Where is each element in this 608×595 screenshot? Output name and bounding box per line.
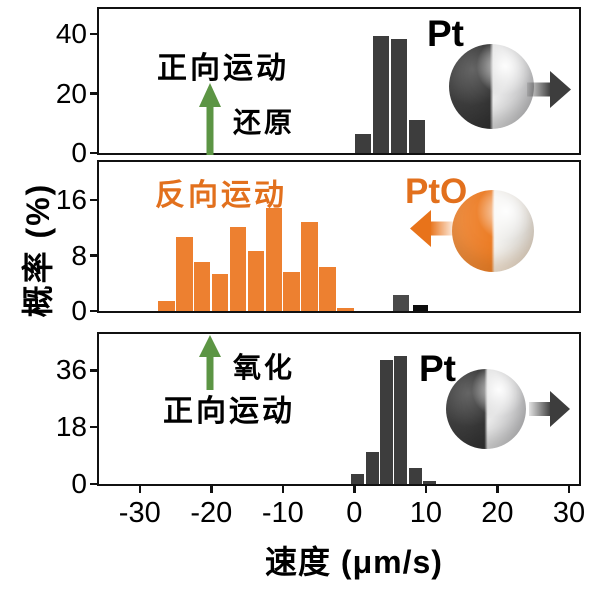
histogram-bar — [394, 356, 408, 484]
y-tick-mark — [90, 92, 97, 95]
histogram-bar — [380, 359, 393, 484]
dark-right-arrow-icon — [529, 391, 570, 427]
y-tick-label: 0 — [71, 137, 87, 168]
x-tick-mark — [353, 486, 356, 493]
y-tick-mark — [90, 309, 97, 313]
orange-left-arrow-icon — [410, 210, 454, 247]
x-tick-mark — [496, 486, 499, 493]
histogram-bar — [392, 295, 410, 311]
x-tick-label: 10 — [409, 497, 443, 529]
pt-janus-sphere-icon — [449, 44, 534, 129]
histogram-bar — [319, 266, 336, 311]
forward-motion-label: 正向运动 — [157, 52, 289, 85]
y-tick-label: 18 — [55, 411, 87, 443]
y-tick-label: 0 — [71, 295, 87, 326]
pto-label: PtO — [405, 172, 468, 211]
histogram-bar — [422, 481, 436, 484]
x-tick-mark — [281, 486, 285, 493]
y-tick-mark — [90, 33, 97, 36]
green-up-arrow-icon — [199, 83, 221, 155]
pto-janus-sphere-icon — [452, 190, 534, 272]
histogram-bar — [354, 133, 372, 153]
x-tick-label: -30 — [118, 497, 161, 529]
histogram-bar — [176, 236, 193, 311]
x-tick-label: -20 — [190, 497, 233, 529]
x-tick-label: 20 — [481, 497, 514, 529]
x-tick-mark — [567, 486, 571, 493]
pt-label: Pt — [427, 13, 464, 54]
dark-right-arrow-icon — [527, 71, 571, 108]
y-tick-mark — [90, 425, 97, 429]
pt-label: Pt — [419, 348, 456, 389]
histogram-bar — [158, 301, 175, 311]
oxidation-label: 氧化 — [233, 352, 296, 383]
y-tick-label: 36 — [55, 354, 87, 386]
backward-motion-label: 反向运动 — [155, 179, 287, 212]
panel-pto-backward: 反向运动 PtO 0 8 16 — [56, 160, 581, 326]
x-tick-label: 0 — [346, 497, 363, 529]
y-tick-label: 20 — [55, 77, 87, 109]
histogram-bar — [372, 35, 390, 153]
histogram-bar — [301, 222, 318, 311]
y-tick-label: 0 — [71, 468, 87, 499]
x-tick-mark — [424, 486, 428, 493]
histogram-bar — [412, 305, 428, 311]
y-tick-mark — [90, 482, 97, 486]
x-tick-label: 30 — [552, 497, 586, 529]
y-tick-mark — [90, 151, 97, 155]
histogram-bar — [337, 307, 354, 311]
reduction-label: 还原 — [233, 107, 296, 138]
histogram-bar — [390, 38, 408, 153]
x-tick-mark — [138, 486, 141, 493]
histogram-bar — [247, 251, 265, 311]
histogram-bar — [229, 227, 247, 311]
histogram-bar — [365, 451, 379, 484]
y-tick-mark — [90, 198, 97, 202]
y-tick-label: 8 — [71, 239, 87, 271]
pt-janus-sphere-icon — [446, 369, 526, 449]
y-tick-mark — [90, 254, 97, 257]
x-tick-mark — [210, 486, 213, 493]
panel-pt-oxidation: 氧化 正向运动 Pt 0 18 36 -30 -20 -10 0 10 20 30 — [56, 332, 585, 529]
forward-motion-label: 正向运动 — [163, 395, 295, 428]
y-tick-label: 16 — [55, 184, 87, 216]
y-tick-mark — [90, 369, 97, 372]
y-tick-label: 40 — [55, 18, 87, 50]
x-axis-title: 速度 (μm/s) — [265, 544, 443, 580]
histogram-bar — [211, 273, 229, 311]
histogram-bar — [408, 120, 426, 153]
histogram-bar — [351, 473, 365, 484]
histogram-bar — [283, 271, 300, 311]
panel-pt-reduction: 正向运动 还原 Pt 0 20 40 — [56, 7, 581, 168]
histogram-bar — [194, 261, 211, 311]
histogram-bar — [408, 467, 422, 484]
green-up-arrow-icon — [199, 335, 221, 390]
histogram-bar — [265, 207, 283, 311]
x-tick-label: -10 — [261, 497, 304, 529]
